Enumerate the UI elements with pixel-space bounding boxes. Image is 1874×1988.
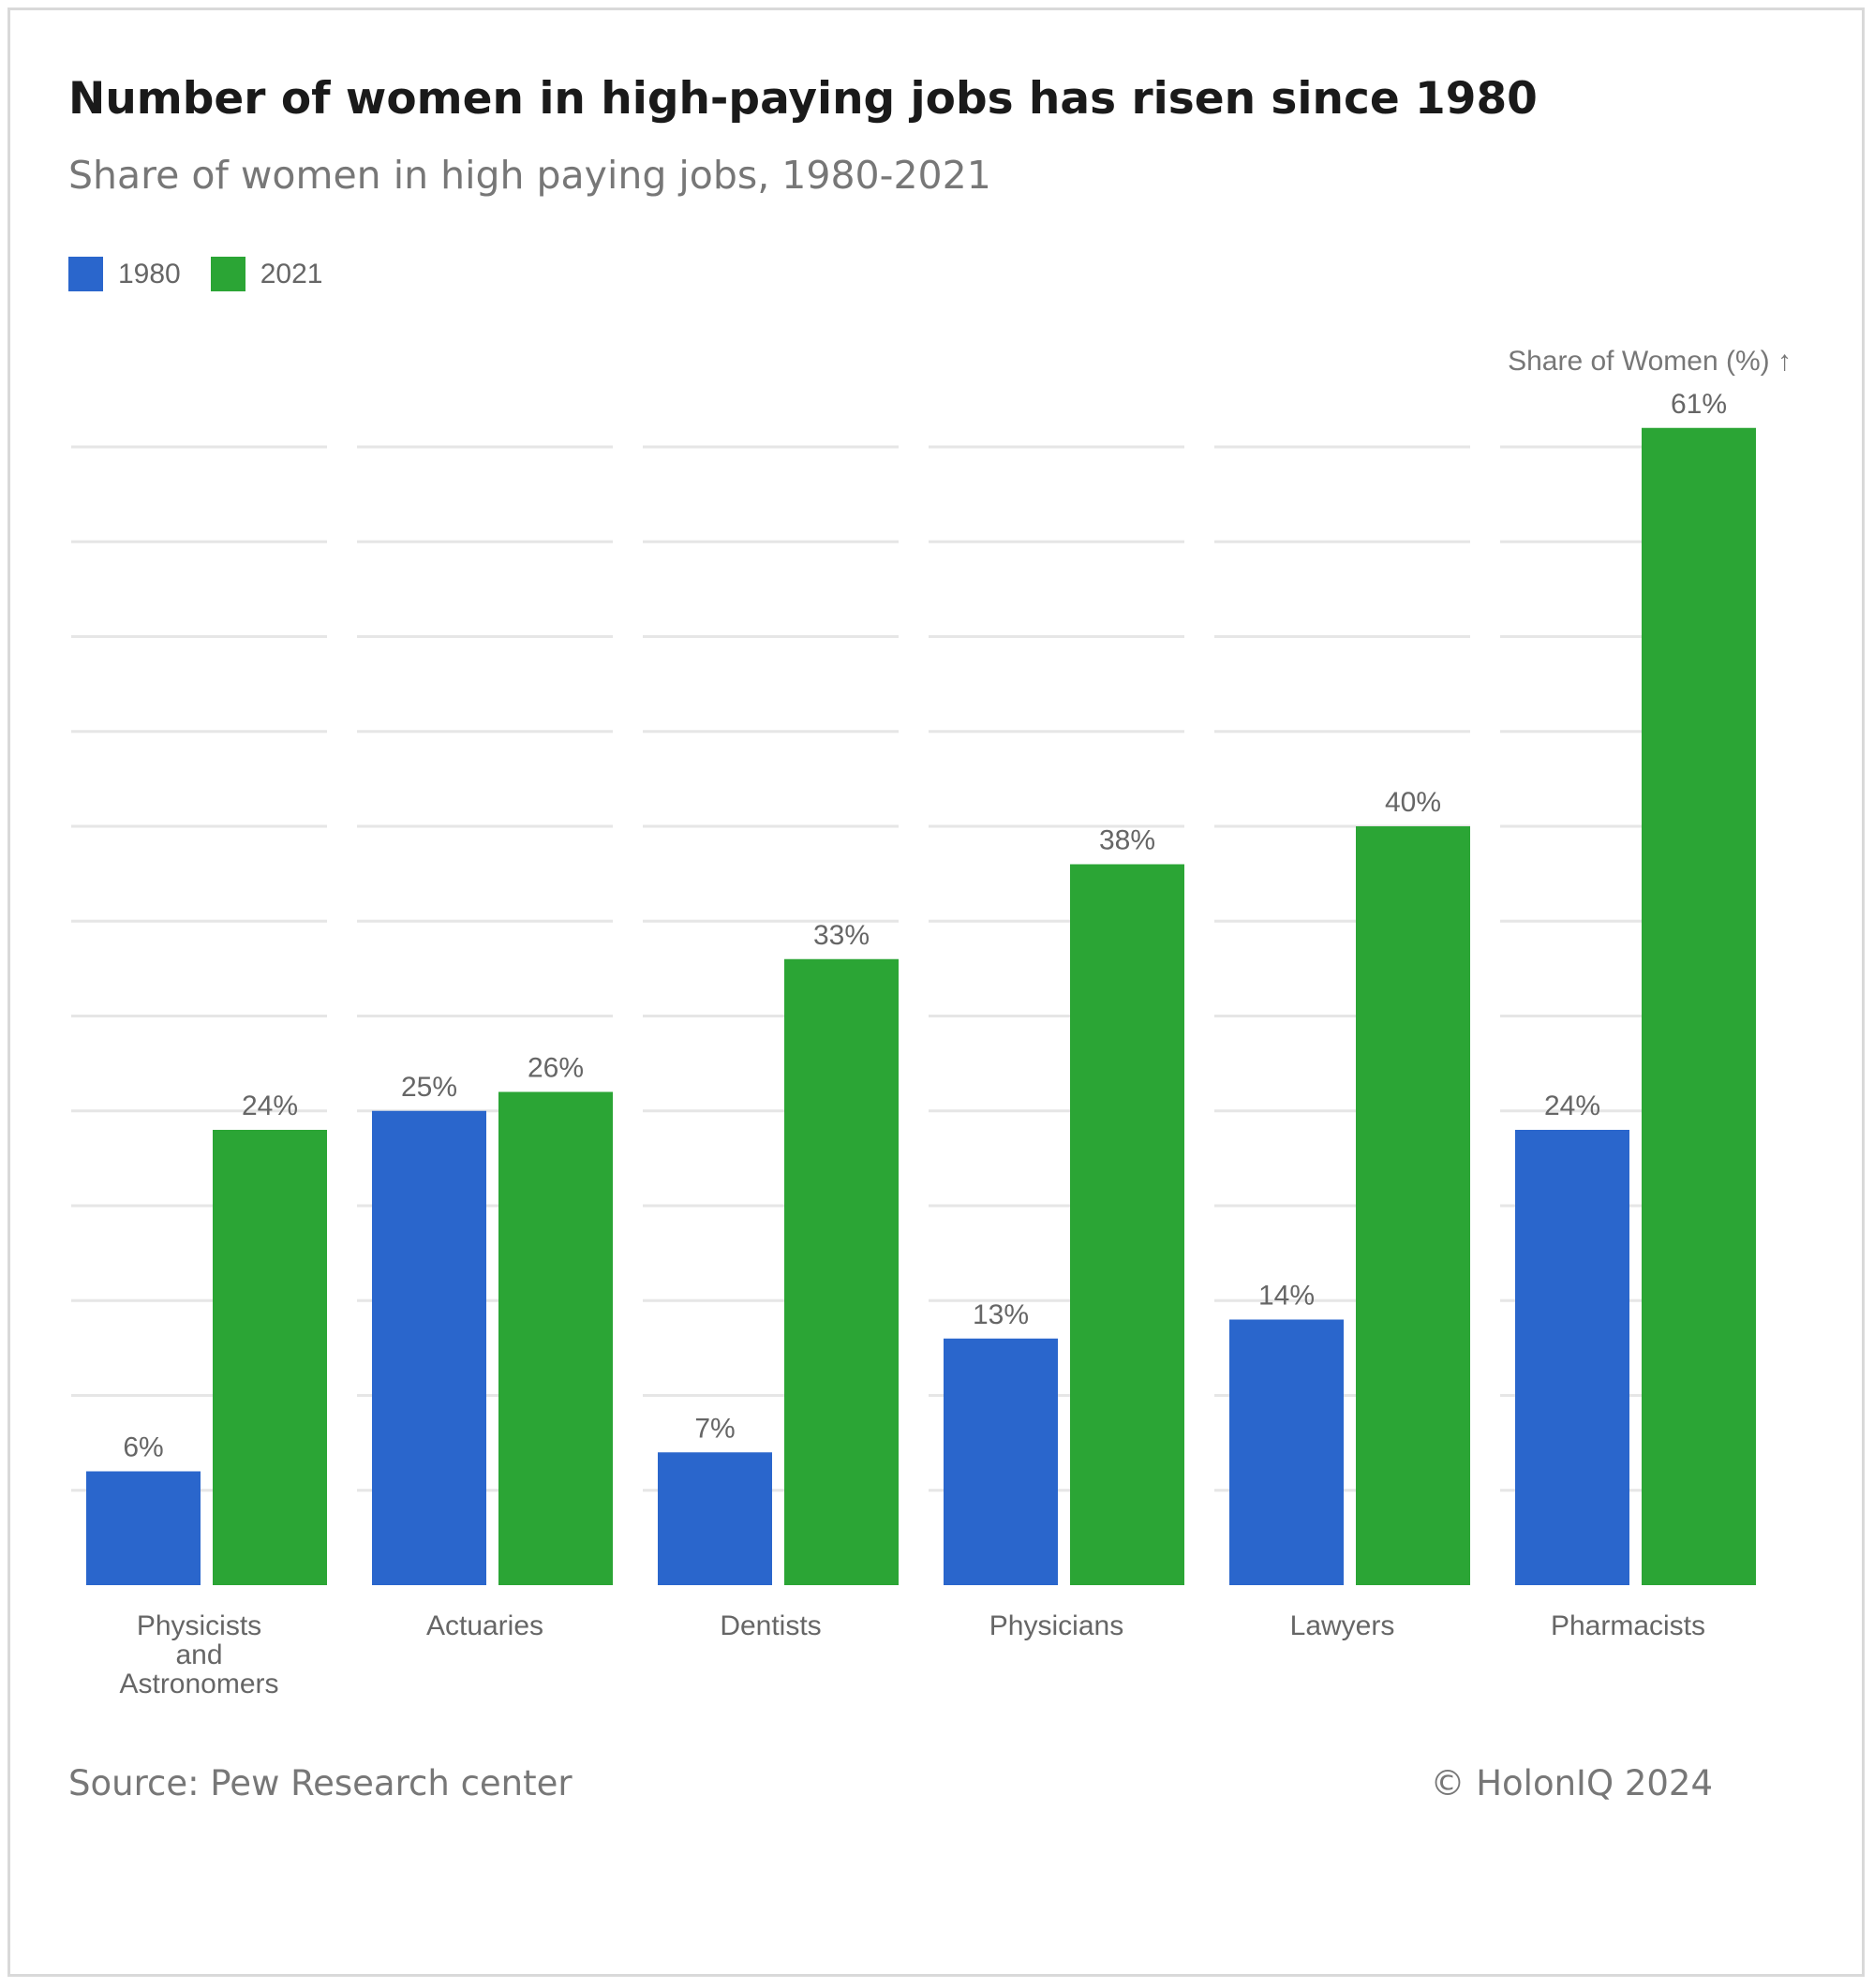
x-tick-label: and: [175, 1639, 222, 1670]
bar-2021-4: [1356, 826, 1470, 1585]
data-label: 7%: [694, 1413, 735, 1444]
data-label: 38%: [1099, 825, 1155, 856]
bar-1980-2: [658, 1452, 772, 1585]
data-label: 61%: [1671, 389, 1727, 420]
x-tick-label: Astronomers: [119, 1669, 278, 1699]
x-tick-label: Physicists: [137, 1610, 261, 1641]
data-label: 26%: [528, 1053, 584, 1084]
chart-title: Number of women in high-paying jobs has …: [68, 73, 1538, 125]
chart-subtitle: Share of women in high paying jobs, 1980…: [68, 153, 991, 198]
legend-item-1980[interactable]: 1980: [68, 257, 181, 291]
bar-2021-5: [1642, 427, 1756, 1585]
bar-2021-3: [1070, 864, 1184, 1585]
bar-2021-0: [213, 1130, 327, 1585]
x-tick-label: Pharmacists: [1551, 1610, 1705, 1641]
bar-1980-5: [1515, 1130, 1629, 1585]
data-label: 33%: [813, 920, 870, 951]
legend-item-2021[interactable]: 2021: [210, 257, 323, 291]
data-label: 13%: [973, 1299, 1029, 1330]
legend-label-2021: 2021: [260, 258, 323, 289]
x-tick-label: Dentists: [720, 1610, 821, 1641]
chart-frame: [7, 7, 1865, 1977]
data-label: 24%: [242, 1090, 298, 1121]
data-label: 14%: [1258, 1281, 1315, 1312]
legend-swatch-2021: [210, 257, 245, 291]
bar-2021-1: [498, 1091, 613, 1585]
data-label: 24%: [1544, 1090, 1600, 1121]
bar-1980-1: [372, 1110, 486, 1585]
x-tick-label: Lawyers: [1290, 1610, 1395, 1641]
legend: 1980 2021: [68, 257, 353, 291]
data-label: 25%: [401, 1072, 457, 1103]
bar-1980-4: [1229, 1319, 1344, 1585]
data-label: 40%: [1385, 787, 1441, 818]
legend-swatch-1980: [68, 257, 103, 291]
source-note: Source: Pew Research center: [68, 1763, 573, 1803]
copyright-note: © HolonIQ 2024: [1430, 1763, 1713, 1803]
y-axis-label: Share of Women (%) ↑: [1508, 346, 1792, 377]
x-tick-label: Physicians: [989, 1610, 1123, 1641]
bar-2021-2: [784, 958, 899, 1585]
data-label: 6%: [123, 1432, 163, 1463]
legend-label-1980: 1980: [118, 258, 181, 289]
x-tick-label: Actuaries: [426, 1610, 543, 1641]
bar-1980-3: [944, 1338, 1058, 1585]
bar-1980-0: [86, 1471, 201, 1585]
